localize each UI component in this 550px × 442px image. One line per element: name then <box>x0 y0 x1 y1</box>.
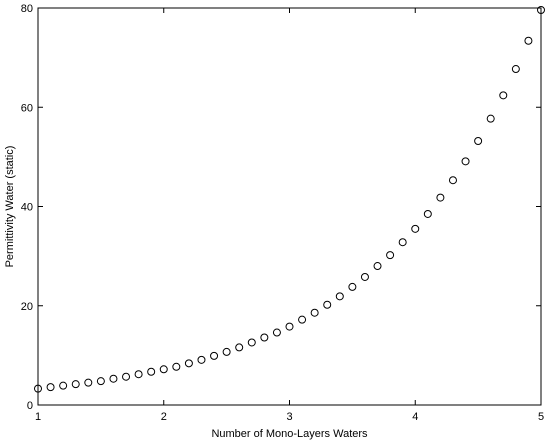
y-tick-labels: 0 20 40 60 80 <box>21 3 33 412</box>
data-point <box>122 372 131 381</box>
data-point <box>335 292 344 301</box>
x-tick-label: 3 <box>286 411 292 423</box>
data-point <box>386 251 395 260</box>
data-point <box>524 36 533 45</box>
data-point <box>511 65 520 74</box>
data-point <box>411 224 420 233</box>
x-tick-label: 2 <box>161 411 167 423</box>
data-point <box>323 300 332 309</box>
data-point <box>235 343 244 352</box>
data-points <box>34 5 545 393</box>
y-tick-label: 40 <box>21 202 33 214</box>
data-point <box>398 238 407 247</box>
data-point <box>71 380 80 389</box>
data-point <box>461 157 470 166</box>
data-point <box>59 381 68 390</box>
data-point <box>184 359 193 368</box>
plot-area <box>37 7 542 406</box>
data-point <box>210 351 219 360</box>
data-point <box>298 315 307 324</box>
y-tick-label: 0 <box>27 400 33 412</box>
data-point <box>285 322 294 331</box>
y-tick-label: 80 <box>21 3 33 15</box>
x-axis-title: Number of Mono-Layers Waters <box>211 428 368 440</box>
y-axis-title: Permittivity Water (static) <box>4 146 16 268</box>
data-point <box>272 328 281 337</box>
data-point <box>348 282 357 291</box>
data-point <box>172 362 181 371</box>
data-point <box>109 374 118 383</box>
x-tick-label: 5 <box>538 411 544 423</box>
data-point <box>360 272 369 281</box>
data-point <box>134 370 143 379</box>
data-point <box>423 209 432 218</box>
y-tick-label: 60 <box>21 102 33 114</box>
data-point <box>537 5 545 14</box>
data-point <box>310 308 319 317</box>
x-tick-label: 1 <box>35 411 41 423</box>
data-point <box>448 176 457 185</box>
y-tick-label: 20 <box>21 301 33 313</box>
data-point <box>474 136 483 145</box>
data-point <box>84 378 93 387</box>
axis-ticks <box>37 7 542 406</box>
data-point <box>260 333 269 342</box>
data-point <box>46 383 55 392</box>
data-point <box>147 367 156 376</box>
data-point <box>96 377 105 386</box>
data-point <box>436 193 445 202</box>
data-point <box>159 365 168 374</box>
data-point <box>34 384 42 393</box>
data-point <box>486 114 495 123</box>
data-point <box>247 338 256 347</box>
x-tick-labels: 1 2 3 4 5 <box>35 411 544 423</box>
data-point <box>222 347 231 356</box>
x-tick-label: 4 <box>412 411 418 423</box>
data-point <box>373 262 382 271</box>
data-point <box>197 355 206 364</box>
data-point <box>499 91 508 100</box>
